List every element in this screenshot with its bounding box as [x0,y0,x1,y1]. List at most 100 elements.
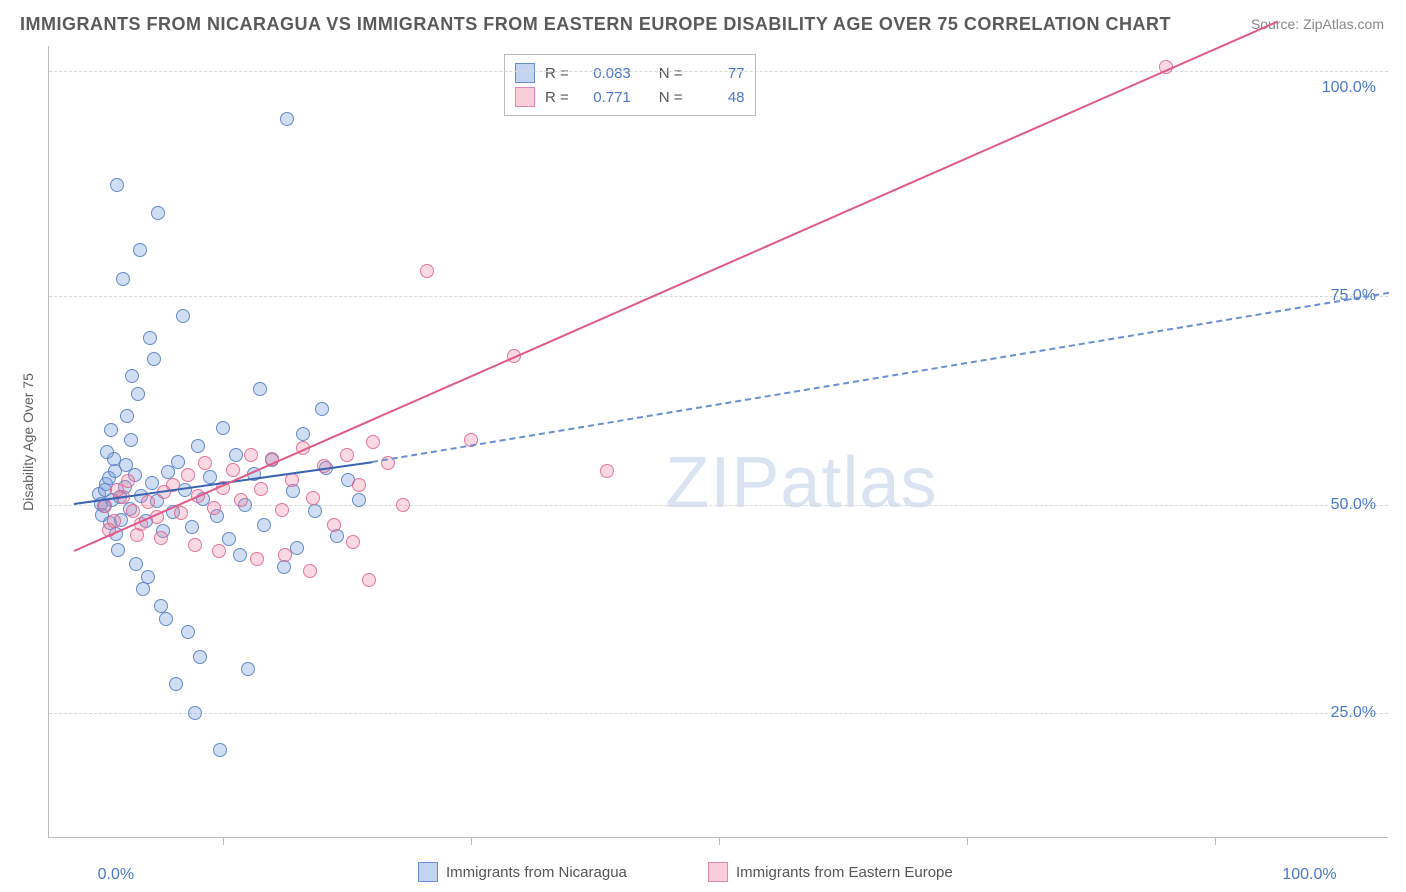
data-point [143,331,157,345]
data-point [207,501,221,515]
data-point [151,206,165,220]
data-point [600,464,614,478]
data-point [198,456,212,470]
data-point [308,504,322,518]
data-point [315,402,329,416]
n-label: N = [659,65,683,82]
r-label: R = [545,89,569,106]
data-point [121,474,135,488]
data-point [145,476,159,490]
chart-container: IMMIGRANTS FROM NICARAGUA VS IMMIGRANTS … [0,0,1406,892]
data-point [277,560,291,574]
data-point [154,531,168,545]
y-axis-label: Disability Age Over 75 [20,373,36,511]
r-value-blue: 0.083 [579,65,631,82]
data-point [290,541,304,555]
data-point [234,493,248,507]
data-point [216,421,230,435]
data-point [250,552,264,566]
data-point [174,506,188,520]
data-point [253,382,267,396]
data-point [327,518,341,532]
legend-label-pink: Immigrants from Eastern Europe [736,864,953,881]
data-point [110,178,124,192]
n-label: N = [659,89,683,106]
data-point [296,427,310,441]
data-point [120,409,134,423]
data-point [141,495,155,509]
correlation-box: R = 0.083 N = 77 R = 0.771 N = 48 [504,54,756,116]
y-tick-label: 100.0% [1322,79,1376,97]
data-point [181,625,195,639]
data-point [229,448,243,462]
data-point [280,112,294,126]
swatch-blue-icon [515,63,535,83]
data-point [125,369,139,383]
correlation-row-blue: R = 0.083 N = 77 [515,61,745,85]
data-point [213,743,227,757]
data-point [346,535,360,549]
data-point [147,352,161,366]
data-point [159,612,173,626]
data-point [181,468,195,482]
x-tick-label-max: 100.0% [1282,866,1336,884]
data-point [226,463,240,477]
data-point [188,538,202,552]
data-point [306,491,320,505]
x-tick [719,837,720,845]
data-point [396,498,410,512]
data-point [244,448,258,462]
plot-area: ZIPatlas R = 0.083 N = 77 R = 0.771 N = … [48,46,1388,838]
data-point [366,435,380,449]
data-point [203,470,217,484]
x-tick [471,837,472,845]
legend-item-blue: Immigrants from Nicaragua [418,862,627,882]
data-point [133,243,147,257]
data-point [188,706,202,720]
data-point [185,520,199,534]
gridline [49,296,1388,297]
data-point [129,557,143,571]
data-point [136,582,150,596]
data-point [275,503,289,517]
chart-title: IMMIGRANTS FROM NICARAGUA VS IMMIGRANTS … [20,14,1171,35]
x-tick-label-min: 0.0% [98,866,134,884]
x-tick [967,837,968,845]
y-tick-label: 50.0% [1331,496,1376,514]
r-value-pink: 0.771 [579,89,631,106]
data-point [362,573,376,587]
legend-label-blue: Immigrants from Nicaragua [446,864,627,881]
data-point [420,264,434,278]
data-point [254,482,268,496]
data-point [257,518,271,532]
swatch-pink-icon [515,87,535,107]
swatch-pink-icon [708,862,728,882]
data-point [222,532,236,546]
data-point [111,543,125,557]
r-label: R = [545,65,569,82]
trend-line [371,292,1389,463]
watermark: ZIPatlas [665,442,937,524]
data-point [171,455,185,469]
data-point [119,458,133,472]
data-point [241,662,255,676]
data-point [352,493,366,507]
data-point [278,548,292,562]
data-point [176,309,190,323]
data-point [212,544,226,558]
gridline [49,713,1388,714]
data-point [130,528,144,542]
data-point [340,448,354,462]
x-tick [1215,837,1216,845]
x-tick [223,837,224,845]
data-point [104,423,118,437]
data-point [116,272,130,286]
y-tick-label: 25.0% [1331,704,1376,722]
data-point [131,387,145,401]
data-point [124,433,138,447]
data-point [169,677,183,691]
gridline [49,71,1388,72]
n-value-blue: 77 [693,65,745,82]
data-point [193,650,207,664]
data-point [100,445,114,459]
